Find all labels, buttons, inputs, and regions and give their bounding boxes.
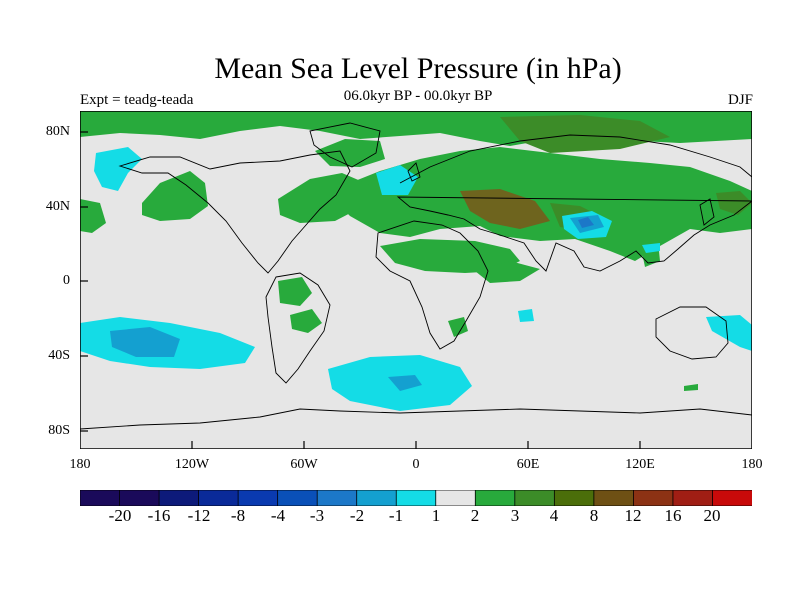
colorbar-label: -2 <box>349 506 365 525</box>
colorbar-label: 2 <box>470 506 480 525</box>
colorbar-label: -3 <box>309 506 325 525</box>
colorbar-swatch <box>80 490 121 506</box>
lon-label-180w: 180 <box>69 457 91 472</box>
colorbar-swatch <box>553 490 595 506</box>
colorbar-swatch <box>198 490 240 506</box>
colorbar-swatch <box>712 490 752 506</box>
colorbar-label: 1 <box>431 506 441 525</box>
colorbar-label: -4 <box>270 506 286 525</box>
colorbar <box>80 490 752 506</box>
colorbar-label: 3 <box>510 506 520 525</box>
axis-ticks <box>80 131 641 449</box>
colorbar-swatch <box>593 490 635 506</box>
colorbar-swatch <box>514 490 556 506</box>
lon-label-120e: 120E <box>625 457 655 472</box>
pressure-map <box>80 111 752 449</box>
lon-label-60w: 60W <box>290 457 318 472</box>
lat-label-80n: 80N <box>45 124 70 139</box>
lon-label-60e: 60E <box>516 457 540 472</box>
positive-anomaly-regions <box>80 111 752 391</box>
colorbar-label: 20 <box>703 506 721 525</box>
experiment-label: Expt = teadg-teada <box>80 92 194 108</box>
lat-label-40s: 40S <box>48 348 70 363</box>
colorbar-label: 8 <box>589 506 599 525</box>
season-label: DJF <box>727 92 753 108</box>
lat-label-80s: 80S <box>48 423 70 438</box>
lat-label-eq: 0 <box>63 273 70 288</box>
colorbar-label: 12 <box>624 506 642 525</box>
colorbar-swatch <box>277 490 319 506</box>
colorbar-label: -16 <box>147 506 171 525</box>
colorbar-swatch <box>395 490 437 506</box>
colorbar-label: -20 <box>108 506 132 525</box>
lon-label-180e: 180 <box>741 457 763 472</box>
colorbar-label: 4 <box>549 506 559 525</box>
colorbar-label: 16 <box>664 506 682 525</box>
colorbar-label: -8 <box>230 506 246 525</box>
period-subtitle: 06.0kyr BP - 00.0kyr BP <box>343 88 493 104</box>
lon-label-120w: 120W <box>174 457 210 472</box>
colorbar-swatch <box>474 490 516 506</box>
colorbar-swatch <box>672 490 714 506</box>
colorbar-swatch <box>119 490 160 506</box>
colorbar-swatch <box>435 490 477 506</box>
colorbar-swatch <box>316 490 358 506</box>
negative-anomaly-regions <box>80 147 752 411</box>
map-title: Mean Sea Level Pressure (in hPa) <box>214 52 622 85</box>
colorbar-label: -1 <box>388 506 404 525</box>
colorbar-swatch <box>237 490 279 506</box>
lon-label-0: 0 <box>412 457 420 472</box>
colorbar-label: -12 <box>187 506 211 525</box>
colorbar-swatch <box>633 490 674 506</box>
colorbar-swatch <box>356 490 398 506</box>
coastlines <box>80 122 752 430</box>
colorbar-swatch <box>158 490 200 506</box>
lat-label-40n: 40N <box>45 199 70 214</box>
